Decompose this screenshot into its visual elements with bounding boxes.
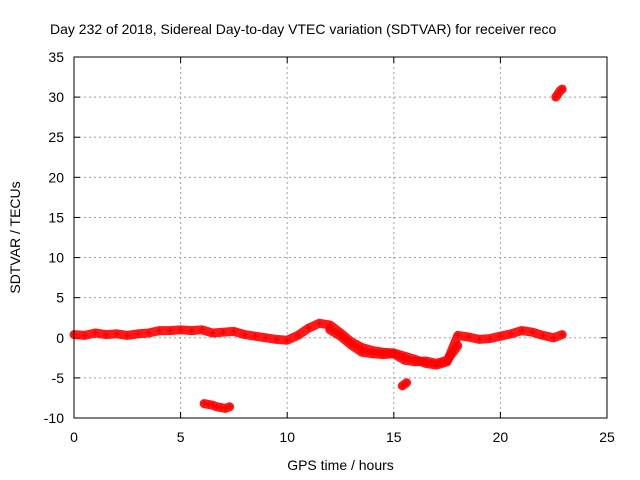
- data-point: [486, 335, 493, 342]
- data-point: [188, 327, 195, 334]
- x-axis-ticks: 0 5 10 15 20 25: [70, 57, 615, 445]
- series-sdtvar-segment-high: [551, 84, 567, 102]
- data-point: [145, 329, 152, 336]
- x-tick-label: 20: [493, 429, 509, 445]
- data-point: [412, 358, 419, 365]
- grid: [74, 57, 607, 418]
- x-tick-label: 10: [279, 429, 295, 445]
- data-point: [262, 334, 269, 341]
- data-point: [454, 332, 461, 339]
- y-axis-label: SDTVAR / TECUs: [7, 181, 23, 293]
- data-series: [69, 84, 567, 413]
- data-point: [358, 349, 365, 356]
- y-tick-label: 5: [56, 290, 64, 306]
- data-point: [326, 326, 333, 333]
- data-point: [102, 331, 109, 338]
- data-point: [273, 336, 280, 343]
- data-point: [305, 325, 312, 332]
- data-point: [241, 331, 248, 338]
- data-point: [124, 332, 131, 339]
- data-point: [559, 86, 566, 93]
- series-band: [551, 84, 567, 102]
- data-point: [550, 334, 557, 341]
- data-point: [518, 327, 525, 334]
- data-point: [559, 331, 566, 338]
- data-point: [220, 329, 227, 336]
- data-point: [213, 403, 220, 410]
- data-point: [465, 333, 472, 340]
- data-point: [222, 405, 229, 412]
- series-band: [69, 318, 567, 370]
- series-sdtvar: [69, 318, 567, 370]
- data-point: [380, 351, 387, 358]
- data-point: [252, 333, 259, 340]
- data-point: [433, 360, 440, 367]
- y-tick-label: 0: [56, 330, 64, 346]
- data-point: [337, 333, 344, 340]
- y-tick-label: -10: [44, 410, 64, 426]
- data-point: [540, 332, 547, 339]
- data-point: [209, 329, 216, 336]
- data-point: [205, 401, 212, 408]
- data-point: [226, 403, 233, 410]
- data-point: [369, 350, 376, 357]
- x-tick-label: 25: [599, 429, 615, 445]
- data-point: [476, 336, 483, 343]
- y-tick-label: 20: [48, 169, 64, 185]
- data-point: [444, 357, 451, 364]
- data-point: [218, 404, 225, 411]
- data-point: [92, 329, 99, 336]
- data-point: [497, 333, 504, 340]
- data-point: [113, 330, 120, 337]
- data-point: [201, 400, 208, 407]
- data-point: [209, 402, 216, 409]
- x-tick-label: 0: [70, 429, 78, 445]
- data-point: [294, 332, 301, 339]
- data-point: [403, 379, 410, 386]
- data-point: [316, 320, 323, 327]
- series-sdtvar-segment-low: [199, 399, 235, 413]
- data-point: [230, 328, 237, 335]
- y-tick-label: -5: [52, 370, 65, 386]
- data-point: [348, 341, 355, 348]
- data-point: [454, 342, 461, 349]
- y-axis-ticks: -10 -5 0 5 10 15 20 25 30 35: [44, 49, 607, 426]
- x-tick-label: 15: [386, 429, 402, 445]
- y-tick-label: 15: [48, 209, 64, 225]
- data-point: [529, 329, 536, 336]
- chart-title: Day 232 of 2018, Sidereal Day-to-day VTE…: [50, 21, 556, 37]
- data-point: [552, 94, 559, 101]
- data-point: [554, 90, 561, 97]
- y-tick-label: 35: [48, 49, 64, 65]
- data-point: [81, 332, 88, 339]
- data-point: [284, 337, 291, 344]
- series-sdtvar-lower: [325, 325, 463, 368]
- data-point: [177, 326, 184, 333]
- data-point: [134, 330, 141, 337]
- data-point: [401, 357, 408, 364]
- x-tick-label: 5: [177, 429, 185, 445]
- data-point: [390, 350, 397, 357]
- series-sdtvar-segment-dot: [397, 378, 412, 391]
- y-tick-label: 10: [48, 250, 64, 266]
- y-tick-label: 25: [48, 129, 64, 145]
- x-axis-label: GPS time / hours: [287, 457, 394, 473]
- data-point: [156, 327, 163, 334]
- data-point: [198, 326, 205, 333]
- data-point: [166, 327, 173, 334]
- plot-frame: [73, 56, 608, 419]
- data-point: [508, 330, 515, 337]
- y-tick-label: 30: [48, 89, 64, 105]
- data-point: [422, 358, 429, 365]
